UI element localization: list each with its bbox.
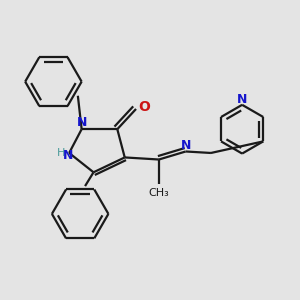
Text: CH₃: CH₃ xyxy=(148,188,169,198)
Text: N: N xyxy=(182,139,192,152)
Text: H: H xyxy=(57,148,65,158)
Text: O: O xyxy=(138,100,150,115)
Text: N: N xyxy=(63,149,74,162)
Text: N: N xyxy=(76,116,87,129)
Text: N: N xyxy=(237,93,247,106)
